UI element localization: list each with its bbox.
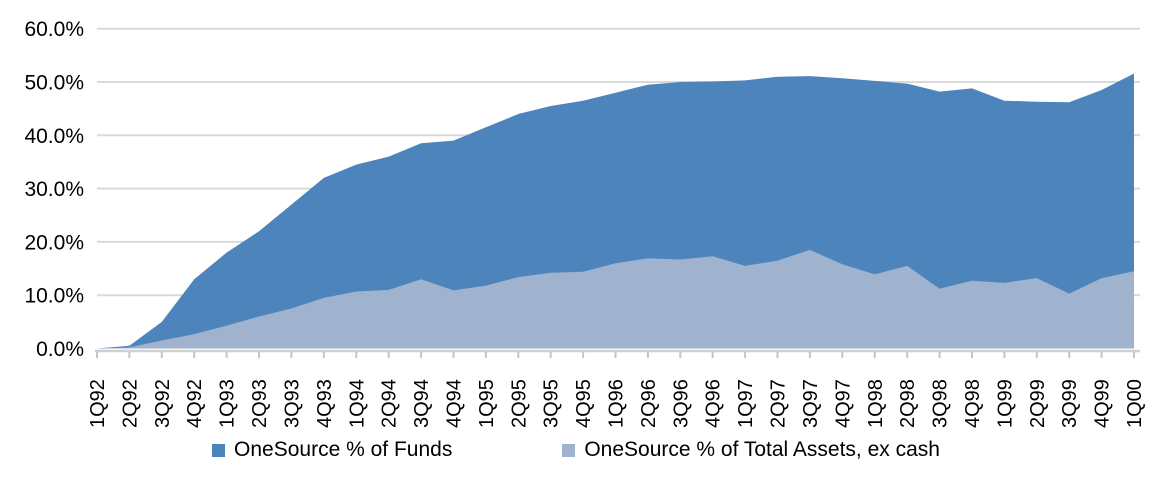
y-axis-tick-label: 10.0%: [24, 285, 84, 308]
legend-label-funds: OneSource % of Funds: [234, 438, 453, 461]
x-axis-tick-label: 2Q93: [249, 379, 271, 428]
y-axis-tick-label: 30.0%: [24, 178, 84, 201]
x-axis-tick-label: 3Q96: [670, 379, 692, 428]
x-axis-tick-label: 4Q98: [962, 379, 984, 428]
x-axis-tick-label: 3Q99: [1059, 379, 1081, 428]
x-axis-tick-label: 4Q95: [573, 379, 595, 428]
x-axis-tick-label: 4Q96: [703, 379, 725, 428]
y-axis-tick-label: 50.0%: [24, 72, 84, 95]
x-axis-tick-label: 2Q97: [768, 379, 790, 428]
x-axis-tick-label: 3Q97: [800, 379, 822, 428]
x-axis-tick-label: 1Q92: [87, 379, 109, 428]
x-axis-tick-label: 1Q95: [476, 379, 498, 428]
x-axis-tick-label: 3Q95: [541, 379, 563, 428]
x-axis-tick-label: 3Q98: [930, 379, 952, 428]
legend-marker-funds-icon: [212, 443, 226, 457]
x-axis-tick-label: 1Q98: [865, 379, 887, 428]
x-axis-tick-label: 2Q98: [897, 379, 919, 428]
y-axis-tick-label: 40.0%: [24, 125, 84, 148]
legend-marker-assets-icon: [562, 443, 576, 457]
legend-item-funds: OneSource % of Funds: [212, 438, 452, 462]
x-axis-tick-label: 1Q94: [346, 379, 368, 428]
x-axis-tick-label: 2Q94: [379, 379, 401, 428]
x-axis-tick-label: 1Q97: [735, 379, 757, 428]
x-axis-tick-label: 2Q96: [638, 379, 660, 428]
x-axis-tick-label: 1Q93: [217, 379, 239, 428]
legend-label-assets: OneSource % of Total Assets, ex cash: [584, 438, 940, 461]
x-axis-tick-label: 4Q99: [1092, 379, 1114, 428]
y-axis-tick-label: 60.0%: [24, 18, 84, 41]
y-axis-tick-label: 0.0%: [36, 338, 84, 361]
x-axis-tick-label: 4Q94: [444, 379, 466, 428]
x-axis-tick-label: 3Q93: [281, 379, 303, 428]
x-axis-tick-label: 1Q96: [606, 379, 628, 428]
x-axis-tick-label: 3Q92: [152, 379, 174, 428]
x-axis-tick-label: 4Q97: [832, 379, 854, 428]
area-series-1: [97, 249, 1134, 349]
x-axis-tick-label: 2Q92: [119, 379, 141, 428]
x-axis-tick-label: 1Q99: [994, 379, 1016, 428]
x-axis-tick-label: 2Q99: [1027, 379, 1049, 428]
x-axis-tick-label: 2Q95: [508, 379, 530, 428]
x-axis-tick-label: 3Q94: [411, 379, 433, 428]
legend-item-assets: OneSource % of Total Assets, ex cash: [562, 438, 940, 462]
x-axis-tick-label: 4Q92: [184, 379, 206, 428]
x-axis-tick-label: 1Q00: [1124, 379, 1146, 428]
x-axis-tick-label: 4Q93: [314, 379, 336, 428]
chart-legend: OneSource % of Funds OneSource % of Tota…: [0, 438, 1152, 462]
y-axis-tick-label: 20.0%: [24, 231, 84, 254]
